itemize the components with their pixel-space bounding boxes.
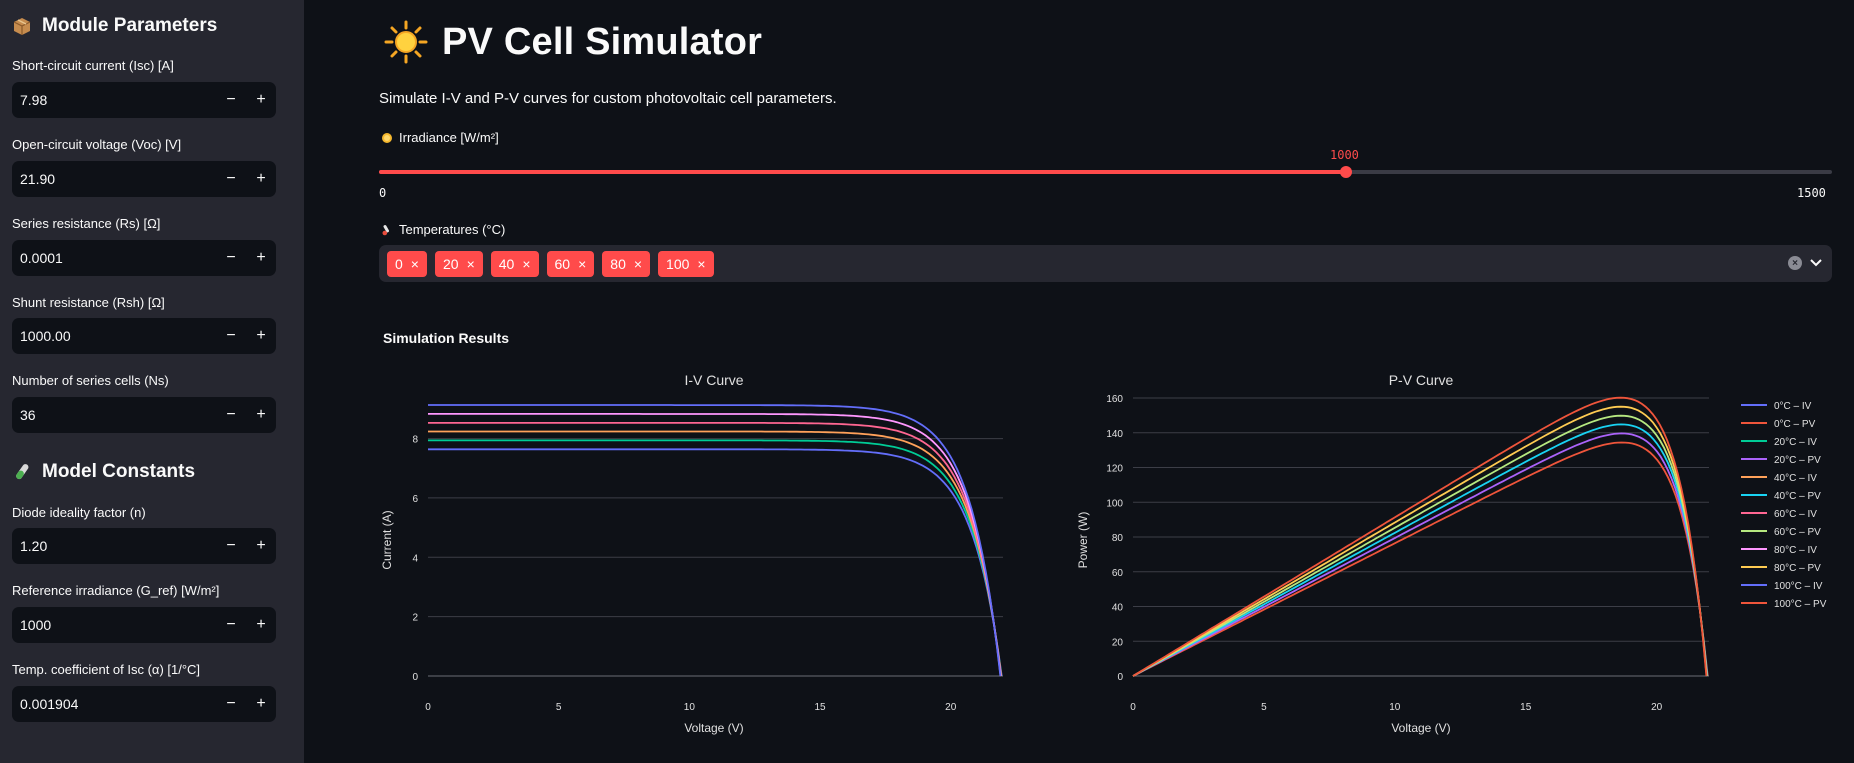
ideality-input[interactable]: 1.20 − + [12, 528, 276, 564]
voc-input[interactable]: 21.90 − + [12, 161, 276, 197]
temperature-chip[interactable]: 80 × [602, 250, 651, 277]
irradiance-label-text: Irradiance [W/m²] [399, 130, 499, 145]
temperature-chip[interactable]: 40 × [490, 250, 539, 277]
ns-increment-button[interactable]: + [256, 406, 266, 423]
ns-decrement-button[interactable]: − [226, 406, 236, 423]
ideality-increment-button[interactable]: + [256, 537, 266, 554]
module-parameters-heading: Module Parameters [12, 15, 217, 37]
sun-icon [384, 20, 428, 64]
gref-input[interactable]: 1000 − + [12, 607, 276, 643]
alpha-label: Temp. coefficient of Isc (α) [1/°C] [12, 662, 201, 677]
module-parameters-title: Module Parameters [42, 15, 218, 36]
ideality-value[interactable]: 1.20 [20, 538, 48, 554]
main-content: PV Cell Simulator Simulate I-V and P-V c… [304, 0, 1854, 763]
chevron-down-icon[interactable] [1808, 254, 1824, 270]
ns-label: Number of series cells (Ns) [12, 373, 169, 388]
page-header: PV Cell Simulator [384, 20, 762, 64]
irradiance-current-value: 1000 [1330, 148, 1359, 162]
temperature-chip[interactable]: 0 × [387, 250, 427, 277]
sun-small-icon [382, 132, 392, 143]
chip-label: 60 [554, 255, 571, 272]
temperature-chip[interactable]: 100 × [658, 250, 714, 277]
isc-value[interactable]: 7.98 [20, 92, 48, 108]
results-title: Simulation Results [383, 330, 510, 346]
chip-remove-icon[interactable]: × [578, 255, 587, 272]
package-icon [13, 18, 31, 35]
rsh-value[interactable]: 1000.00 [20, 328, 71, 344]
chip-remove-icon[interactable]: × [697, 255, 706, 272]
voc-decrement-button[interactable]: − [226, 170, 236, 187]
rsh-input[interactable]: 1000.00 − + [12, 318, 276, 354]
sidebar: Module Parameters Short-circuit current … [0, 0, 304, 763]
chip-remove-icon[interactable]: × [522, 255, 531, 272]
rsh-label: Shunt resistance (Rsh) [Ω] [12, 295, 165, 310]
ideality-label: Diode ideality factor (n) [12, 505, 146, 520]
isc-increment-button[interactable]: + [256, 91, 266, 108]
ns-value[interactable]: 36 [20, 407, 36, 423]
model-constants-title: Model Constants [42, 461, 196, 482]
page-title: PV Cell Simulator [442, 20, 763, 63]
chip-remove-icon[interactable]: × [633, 255, 643, 272]
chip-remove-icon[interactable]: × [466, 255, 475, 272]
irradiance-slider-fill [379, 170, 1346, 174]
isc-label: Short-circuit current (Isc) [A] [12, 58, 174, 73]
chip-label: 80 [610, 255, 626, 272]
temperatures-multiselect[interactable]: 0 × 20 × 40 × 60 × 80 × 100 × × [379, 245, 1832, 282]
ideality-decrement-button[interactable]: − [226, 537, 236, 554]
chip-remove-icon[interactable]: × [410, 255, 419, 272]
alpha-input[interactable]: 0.001904 − + [12, 686, 276, 722]
rs-decrement-button[interactable]: − [226, 249, 236, 266]
rsh-increment-button[interactable]: + [256, 327, 266, 344]
irradiance-slider-handle[interactable] [1340, 166, 1352, 178]
irradiance-min-value: 0 [379, 186, 387, 200]
alpha-value[interactable]: 0.001904 [20, 696, 79, 712]
alpha-increment-button[interactable]: + [256, 695, 266, 712]
chip-label: 20 [442, 255, 459, 272]
gref-label: Reference irradiance (G_ref) [W/m²] [12, 583, 220, 598]
isc-input[interactable]: 7.98 − + [12, 82, 276, 118]
alpha-decrement-button[interactable]: − [226, 695, 236, 712]
chip-label: 100 [666, 255, 690, 272]
ns-input[interactable]: 36 − + [12, 397, 276, 433]
voc-value[interactable]: 21.90 [20, 171, 56, 187]
temperatures-label-text: Temperatures (°C) [399, 222, 506, 237]
thermometer-icon [382, 224, 389, 235]
gref-value[interactable]: 1000 [20, 617, 52, 633]
temperature-chip[interactable]: 60 × [546, 250, 595, 277]
model-constants-heading: Model Constants [12, 461, 195, 483]
rs-value[interactable]: 0.0001 [20, 250, 63, 266]
chip-label: 0 [395, 255, 403, 272]
irradiance-label: Irradiance [W/m²] [381, 130, 499, 145]
voc-increment-button[interactable]: + [256, 170, 266, 187]
gref-increment-button[interactable]: + [256, 616, 266, 633]
voc-label: Open-circuit voltage (Voc) [V] [12, 137, 182, 152]
test-tube-icon [16, 464, 29, 480]
page-subtitle: Simulate I-V and P-V curves for custom p… [379, 90, 837, 107]
temperature-chip[interactable]: 20 × [434, 250, 483, 277]
rs-input[interactable]: 0.0001 − + [12, 240, 276, 276]
isc-decrement-button[interactable]: − [226, 91, 236, 108]
rs-label: Series resistance (Rs) [Ω] [12, 216, 161, 231]
clear-all-icon[interactable]: × [1788, 256, 1802, 270]
chip-label: 40 [498, 255, 515, 272]
rsh-decrement-button[interactable]: − [226, 327, 236, 344]
rs-increment-button[interactable]: + [256, 249, 266, 266]
irradiance-max-value: 1500 [1797, 186, 1826, 200]
gref-decrement-button[interactable]: − [226, 616, 236, 633]
temperatures-label: Temperatures (°C) [381, 222, 505, 237]
